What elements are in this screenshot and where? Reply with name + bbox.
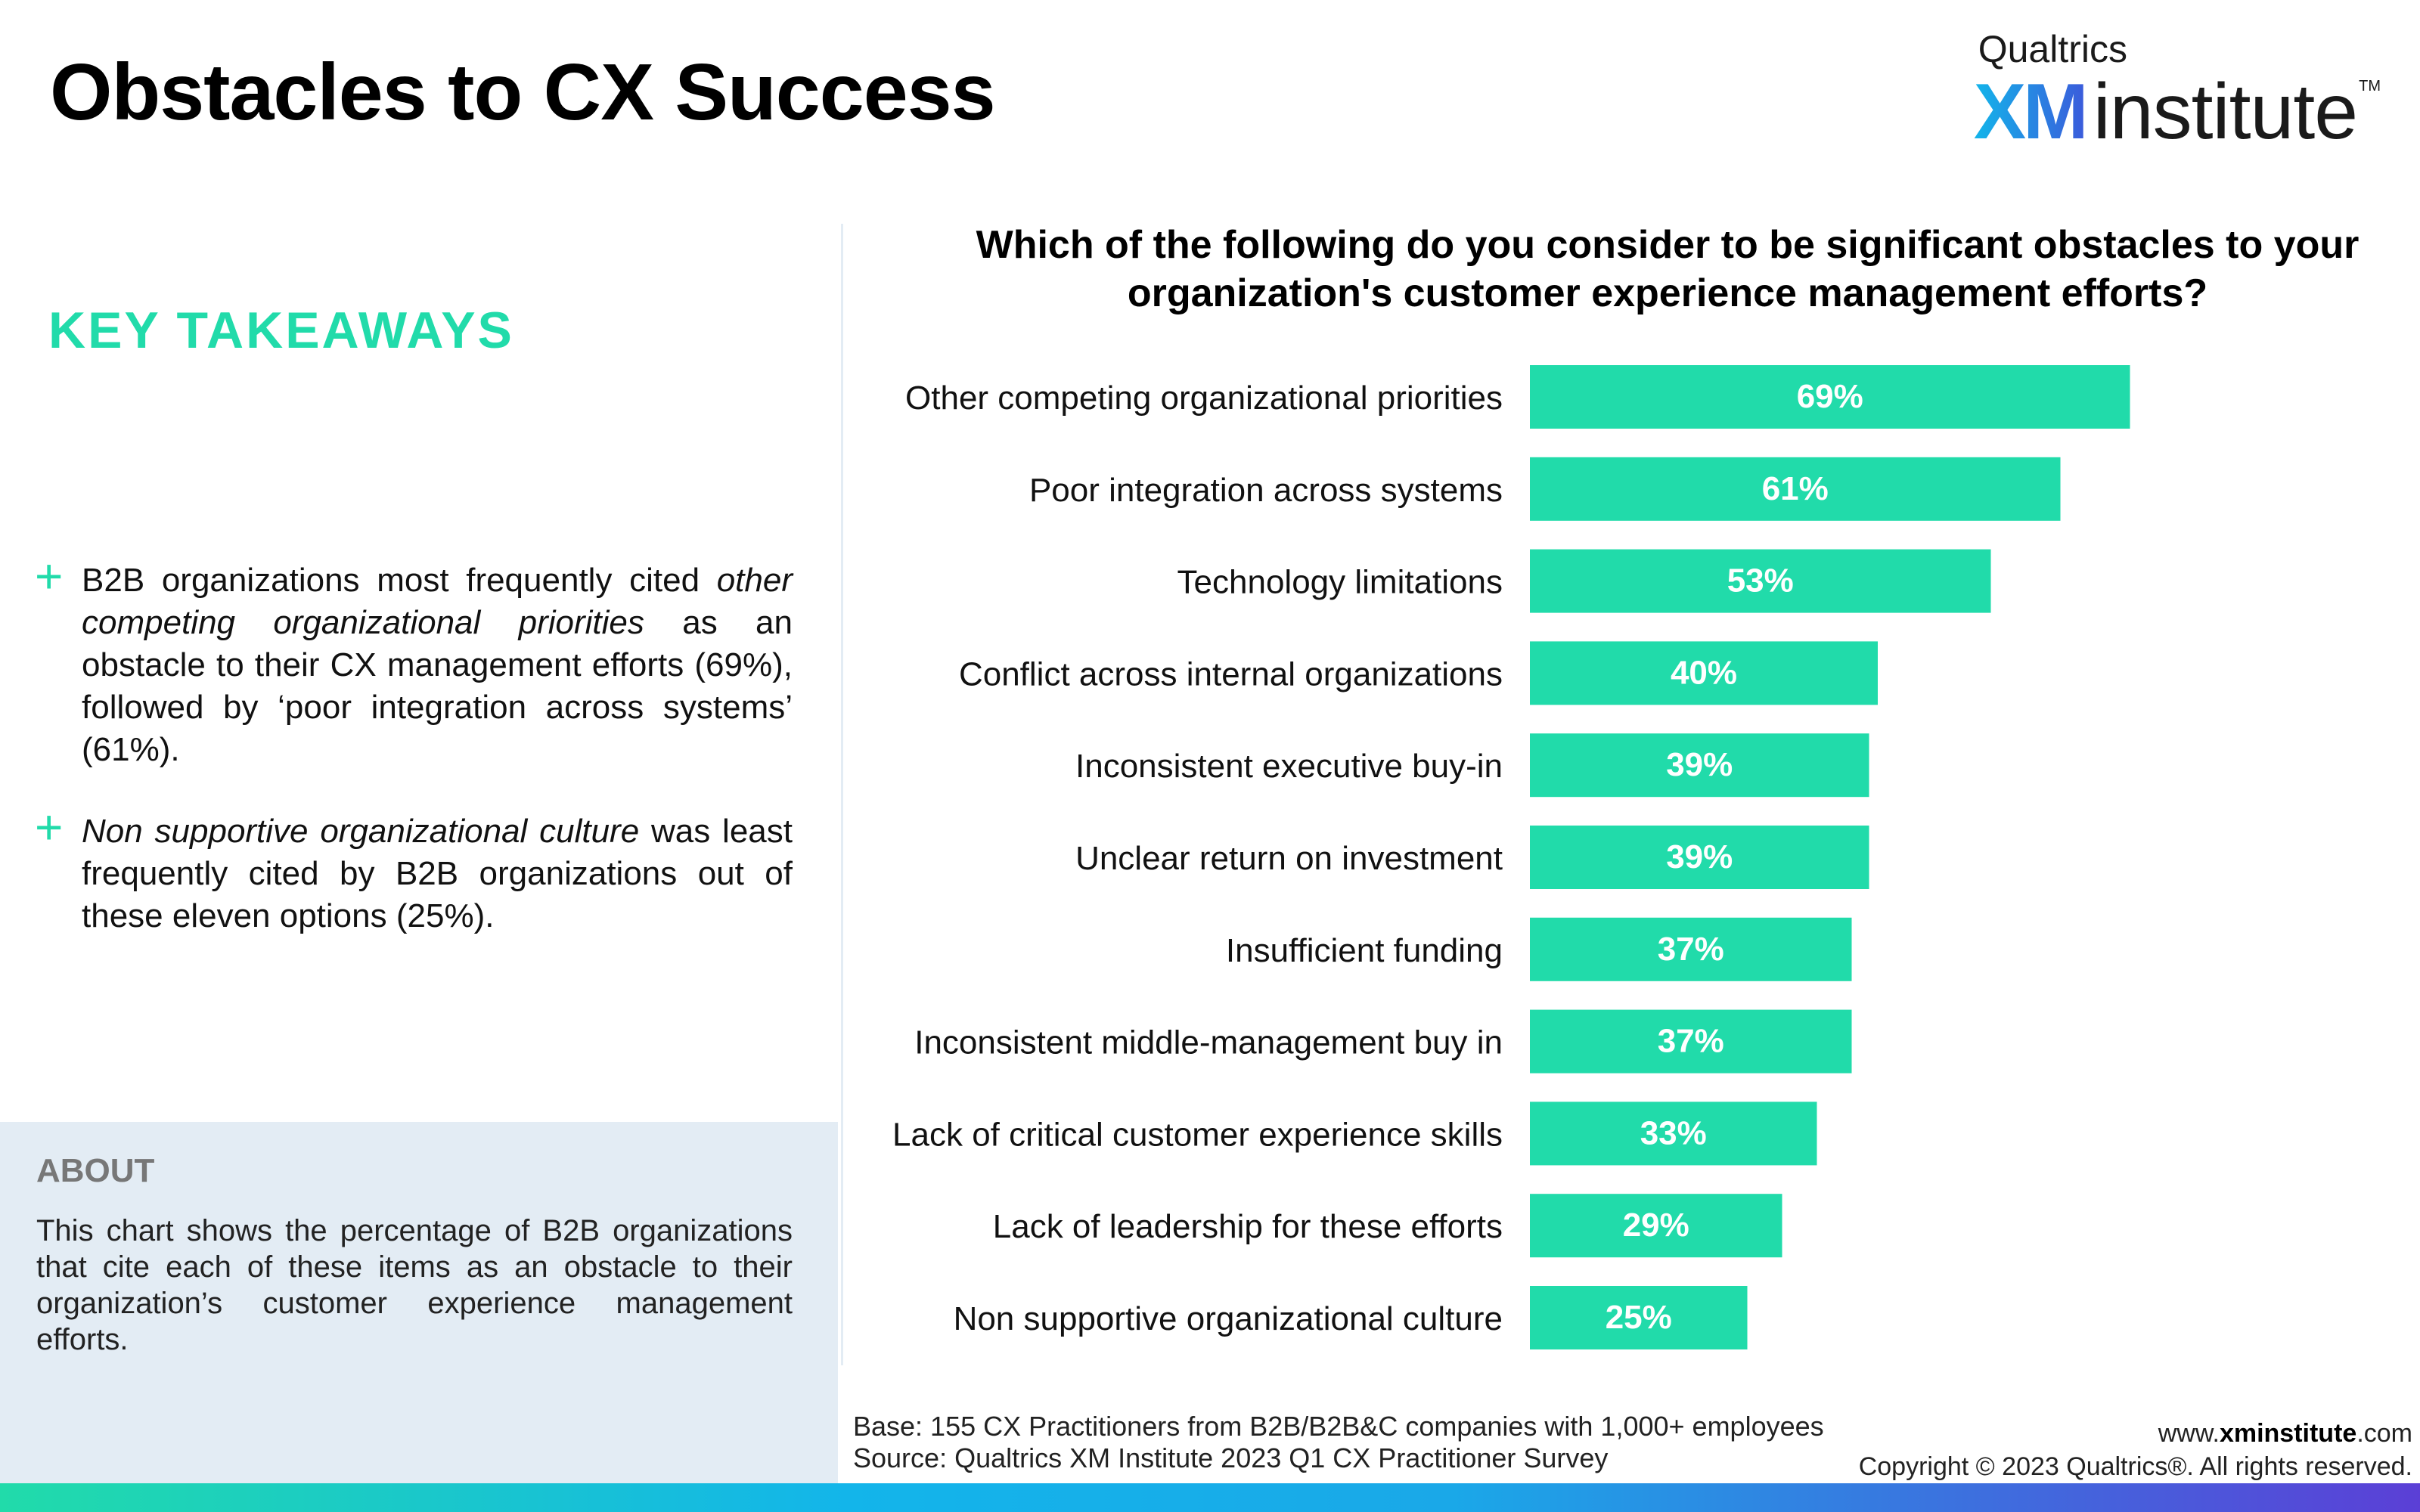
logo-brand-text: Qualtrics <box>1978 28 2127 70</box>
data-label: 25% <box>1606 1299 1672 1336</box>
category-label: Insufficient funding <box>1226 932 1503 969</box>
data-label: 53% <box>1727 562 1794 600</box>
about-text: This chart shows the percentage of B2B o… <box>36 1214 793 1356</box>
copyright-text: Copyright © 2023 Qualtrics®. All rights … <box>1858 1452 2412 1481</box>
xm-institute-logo: Qualtrics XM institute TM <box>1974 30 2381 151</box>
data-label: 39% <box>1666 746 1733 783</box>
data-label: 39% <box>1666 838 1733 875</box>
category-label: Non supportive organizational culture <box>954 1300 1503 1337</box>
website-prefix: www. <box>2158 1419 2220 1448</box>
takeaway-bullet-2: + Non supportive organizational culture … <box>35 803 793 937</box>
bar <box>1530 1101 1817 1166</box>
row-separator <box>841 354 843 440</box>
category-label: Technology limitations <box>1177 564 1503 601</box>
row-separator <box>841 1275 843 1361</box>
data-label: 40% <box>1671 654 1737 691</box>
data-label: 61% <box>1762 470 1829 507</box>
plus-icon: + <box>35 800 64 854</box>
bar <box>1530 549 1991 613</box>
takeaway-bullet-1: + B2B organizations most frequently cite… <box>35 552 793 771</box>
category-label: Other competing organizational prioritie… <box>905 380 1503 417</box>
category-label: Lack of leadership for these efforts <box>993 1208 1503 1245</box>
row-separator <box>841 722 843 809</box>
base-note: Base: 155 CX Practitioners from B2B/B2B&… <box>853 1411 1824 1442</box>
logo-trademark: TM <box>2359 78 2381 94</box>
row-separator <box>841 998 843 1085</box>
source-note: Source: Qualtrics XM Institute 2023 Q1 C… <box>853 1442 1609 1473</box>
row-separator <box>841 445 843 532</box>
bar <box>1530 641 1878 705</box>
category-label: Poor integration across systems <box>1029 472 1503 509</box>
takeaway-1-part1: B2B organizations most frequently cited <box>82 562 717 599</box>
data-label: 37% <box>1658 1023 1724 1060</box>
logo-xm-text: XM <box>1973 68 2089 156</box>
category-label: Inconsistent executive buy-in <box>1075 748 1503 785</box>
bar <box>1530 1194 1782 1258</box>
takeaway-2-italic: Non supportive organizational culture <box>82 813 640 850</box>
takeaway-1-italic: other competing organizational prioritie… <box>82 562 793 641</box>
bar-chart: Other competing organizational prioritie… <box>841 354 2130 1361</box>
about-heading: ABOUT <box>36 1152 155 1189</box>
row-separator <box>841 630 843 717</box>
key-takeaways-heading: KEY TAKEAWAYS <box>48 302 514 359</box>
data-label: 33% <box>1640 1114 1707 1151</box>
bar <box>1530 457 2061 521</box>
website-bold: xminstitute <box>2219 1419 2357 1448</box>
row-separator <box>841 1090 843 1177</box>
logo-institute-text: institute <box>2093 68 2358 156</box>
bar <box>1530 826 1869 889</box>
bar <box>1530 733 1869 798</box>
category-label: Inconsistent middle-management buy in <box>914 1024 1503 1061</box>
data-label: 29% <box>1623 1207 1689 1244</box>
takeaway-1-part2: as an obstacle to their CX management ef… <box>82 604 793 768</box>
takeaway-2-part2: was least frequently cited by B2B organi… <box>82 813 793 934</box>
page-title: Obstacles to CX Success <box>50 48 996 137</box>
category-label: Conflict across internal organizations <box>959 655 1503 692</box>
row-separator <box>841 906 843 993</box>
category-label: Unclear return on investment <box>1075 840 1503 877</box>
row-separator <box>841 538 843 624</box>
chart-title: Which of the following do you consider t… <box>976 223 2360 315</box>
bar <box>1530 1286 1748 1349</box>
bar <box>1530 917 1852 981</box>
credit-block: www.xminstitute.com Copyright © 2023 Qua… <box>1859 1417 2412 1483</box>
chart-footnote: Base: 155 CX Practitioners from B2B/B2B&… <box>853 1411 1824 1474</box>
category-label: Lack of critical customer experience ski… <box>892 1116 1503 1153</box>
bottom-gradient-bar <box>0 1483 2420 1512</box>
data-label: 69% <box>1797 378 1863 415</box>
row-separator <box>841 1182 843 1269</box>
about-panel: ABOUT This chart shows the percentage of… <box>0 1122 838 1485</box>
data-label: 37% <box>1658 931 1724 968</box>
row-separator <box>841 814 843 900</box>
bar <box>1530 365 2130 429</box>
plus-icon: + <box>35 549 64 603</box>
website-suffix: .com <box>2356 1419 2412 1448</box>
takeaway-text-1: B2B organizations most frequently cited … <box>82 559 793 771</box>
takeaway-text-2: Non supportive organizational culture wa… <box>82 810 793 937</box>
website-link[interactable]: www.xminstitute.com <box>2158 1419 2412 1448</box>
bar <box>1530 1009 1852 1074</box>
